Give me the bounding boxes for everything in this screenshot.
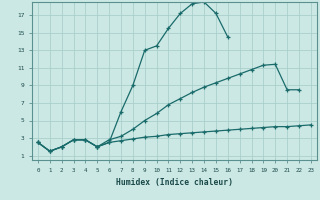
X-axis label: Humidex (Indice chaleur): Humidex (Indice chaleur) xyxy=(116,178,233,187)
